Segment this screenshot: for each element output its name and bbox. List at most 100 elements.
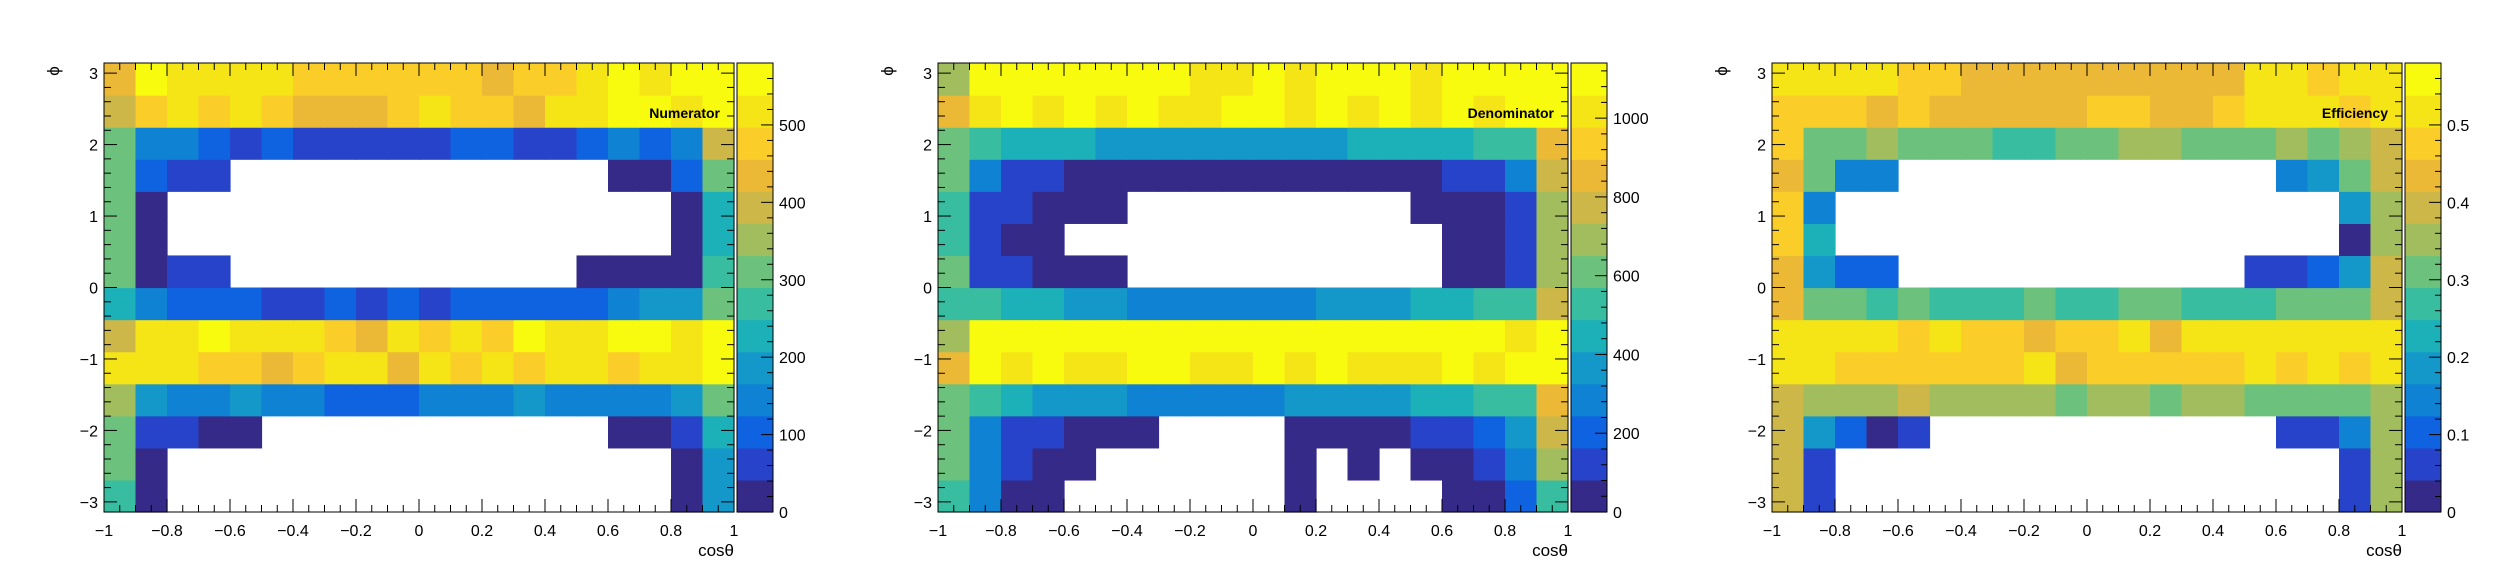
x-tick-label: 0.8 [2328, 523, 2350, 540]
heatmap-cell [2087, 383, 2120, 417]
heatmap-cell [2118, 95, 2151, 128]
heatmap-cell [324, 319, 357, 353]
heatmap-cell [969, 127, 1002, 160]
heatmap-cell [1032, 255, 1065, 289]
heatmap-cell [419, 383, 452, 417]
heatmap-cell [1835, 95, 1868, 128]
heatmap-cell [1442, 95, 1475, 128]
heatmap-cell [1253, 127, 1286, 160]
heatmap-cell [1772, 95, 1805, 128]
colorbar-segment [1571, 383, 1607, 417]
heatmap-cell [1253, 95, 1286, 128]
heatmap-cell [2150, 127, 2183, 160]
heatmap-cell [1347, 127, 1380, 160]
heatmap-cell [1095, 287, 1128, 321]
x-tick-label: −0.4 [1111, 523, 1143, 540]
colorbar-tick-label: 600 [1613, 269, 1640, 286]
heatmap-cell [1992, 127, 2025, 160]
heatmap-cell [2055, 351, 2088, 385]
x-tick-label: −0.8 [985, 523, 1017, 540]
heatmap-cell [198, 159, 231, 192]
heatmap-cell [2370, 159, 2403, 192]
heatmap-cell [450, 127, 483, 160]
heatmap-cell [1536, 127, 1569, 160]
colorbar-segment [1571, 255, 1607, 289]
heatmap-cell [2370, 191, 2403, 224]
heatmap-cell [1442, 127, 1475, 160]
y-tick-label: 2 [923, 138, 932, 155]
colorbar-segment [2405, 191, 2441, 224]
heatmap-cell [1410, 159, 1443, 192]
heatmap-cell [2339, 415, 2372, 449]
heatmap-cell [639, 287, 672, 321]
heatmap-cell [1347, 159, 1380, 192]
heatmap-cell [1410, 127, 1443, 160]
heatmap-cell [938, 415, 971, 449]
y-tick-label: 3 [923, 66, 932, 83]
heatmap-cell [1835, 351, 1868, 385]
heatmap-cell [1772, 351, 1805, 385]
heatmap-cell [2181, 351, 2214, 385]
heatmap-cell [1442, 287, 1475, 321]
heatmap-cell [969, 415, 1002, 449]
heatmap-cell [1158, 287, 1191, 321]
x-tick-label: −0.6 [1882, 523, 1914, 540]
heatmap-cell [1158, 95, 1191, 128]
heatmap-cell [2118, 127, 2151, 160]
heatmap-cell [356, 319, 389, 353]
heatmap-cell [1835, 159, 1868, 192]
heatmap-cell [702, 415, 735, 449]
heatmap-cell [230, 95, 263, 128]
heatmap-cell [104, 191, 137, 224]
heatmap-cell [969, 255, 1002, 289]
heatmap-cell [1803, 191, 1836, 224]
heatmap-cell [1505, 415, 1538, 449]
y-tick-label: −3 [1748, 495, 1766, 512]
heatmap-cell [1095, 191, 1128, 224]
heatmap-cell [608, 127, 641, 160]
heatmap-cell [1505, 191, 1538, 224]
x-tick-label: 0.2 [471, 523, 493, 540]
heatmap-cell [2370, 127, 2403, 160]
heatmap-cell [702, 159, 735, 192]
heatmap-cell [545, 287, 578, 321]
heatmap-cell [167, 383, 200, 417]
heatmap-cell [938, 351, 971, 385]
heatmap-cell [1064, 191, 1097, 224]
colorbar-tick-label: 400 [1613, 347, 1640, 364]
heatmap-cell [1190, 383, 1223, 417]
heatmap-cell [2339, 127, 2372, 160]
heatmap-cell [702, 191, 735, 224]
heatmap-cell [1866, 127, 1899, 160]
heatmap-cell [1410, 319, 1443, 353]
colorbar-segment [1571, 191, 1607, 224]
heatmap-cell [1835, 127, 1868, 160]
heatmap-cell [702, 223, 735, 257]
heatmap-cell [2118, 383, 2151, 417]
heatmap-cell [2307, 319, 2340, 353]
y-tick-label: 0 [1757, 281, 1766, 298]
heatmap-cell [1347, 415, 1380, 449]
x-tick-label: 0 [2083, 523, 2092, 540]
heatmap-cell [1866, 415, 1899, 449]
heatmap-cell [1961, 287, 1994, 321]
heatmap-cell [135, 159, 168, 192]
heatmap-cell [419, 95, 452, 128]
heatmap-cell [1536, 159, 1569, 192]
heatmap-cell [324, 287, 357, 321]
heatmap-cell [608, 255, 641, 289]
heatmap-cell [938, 383, 971, 417]
heatmap-cell [2024, 351, 2057, 385]
heatmap-cell [576, 383, 609, 417]
heatmap-cell [938, 447, 971, 481]
heatmap-cell [1379, 159, 1412, 192]
heatmap-cell [1961, 351, 1994, 385]
heatmap-cell [1127, 383, 1160, 417]
y-tick-label: −2 [80, 423, 98, 440]
heatmap-cell [104, 255, 137, 289]
heatmap-cell [969, 159, 1002, 192]
heatmap-cell [1032, 223, 1065, 257]
heatmap-cell [1347, 319, 1380, 353]
heatmap-cell [1961, 95, 1994, 128]
x-tick-label: 0.6 [597, 523, 619, 540]
